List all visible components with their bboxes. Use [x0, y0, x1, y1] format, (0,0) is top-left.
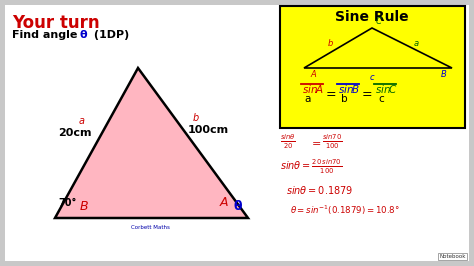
- Polygon shape: [55, 68, 248, 218]
- Text: A: A: [310, 70, 316, 79]
- Text: $sin\!A$: $sin\!A$: [302, 83, 324, 95]
- Text: θ: θ: [234, 200, 242, 213]
- Text: Sine Rule: Sine Rule: [335, 10, 409, 24]
- Text: (1DP): (1DP): [90, 30, 129, 40]
- Text: $\theta = sin^{-1}(0.1879) = 10.8°$: $\theta = sin^{-1}(0.1879) = 10.8°$: [290, 204, 400, 217]
- FancyBboxPatch shape: [273, 5, 469, 261]
- Text: c: c: [370, 73, 374, 82]
- Text: $sin\!B$: $sin\!B$: [338, 83, 360, 95]
- Text: b: b: [193, 113, 199, 123]
- Text: a: a: [305, 94, 311, 104]
- Text: =: =: [312, 139, 321, 149]
- Text: Find angle: Find angle: [12, 30, 81, 40]
- Text: 20cm: 20cm: [58, 128, 92, 138]
- Text: Notebook: Notebook: [439, 254, 466, 259]
- Text: b: b: [328, 39, 333, 48]
- Text: $\frac{sin\theta}{20}$: $\frac{sin\theta}{20}$: [280, 133, 296, 151]
- Text: $sin\theta = 0.1879$: $sin\theta = 0.1879$: [286, 184, 353, 196]
- Text: b: b: [341, 94, 347, 104]
- Text: a: a: [79, 116, 85, 126]
- Text: Corbett Maths: Corbett Maths: [130, 225, 169, 230]
- Text: $sin\!C$: $sin\!C$: [375, 83, 397, 95]
- Text: a: a: [413, 39, 419, 48]
- Text: B: B: [441, 70, 447, 79]
- Text: θ: θ: [80, 30, 88, 40]
- FancyBboxPatch shape: [280, 6, 465, 128]
- Text: Your turn: Your turn: [12, 14, 100, 32]
- Text: $sin\theta = \frac{20\,sin70}{100}$: $sin\theta = \frac{20\,sin70}{100}$: [280, 158, 342, 176]
- Text: c: c: [378, 94, 384, 104]
- Text: B: B: [80, 200, 88, 213]
- Text: $\frac{sin70}{100}$: $\frac{sin70}{100}$: [322, 133, 342, 151]
- Text: =: =: [362, 88, 373, 101]
- Text: 100cm: 100cm: [187, 125, 228, 135]
- Text: =: =: [326, 88, 337, 101]
- Text: 70°: 70°: [59, 198, 77, 208]
- Text: C: C: [376, 17, 382, 26]
- FancyBboxPatch shape: [5, 5, 273, 261]
- Text: A: A: [220, 197, 228, 210]
